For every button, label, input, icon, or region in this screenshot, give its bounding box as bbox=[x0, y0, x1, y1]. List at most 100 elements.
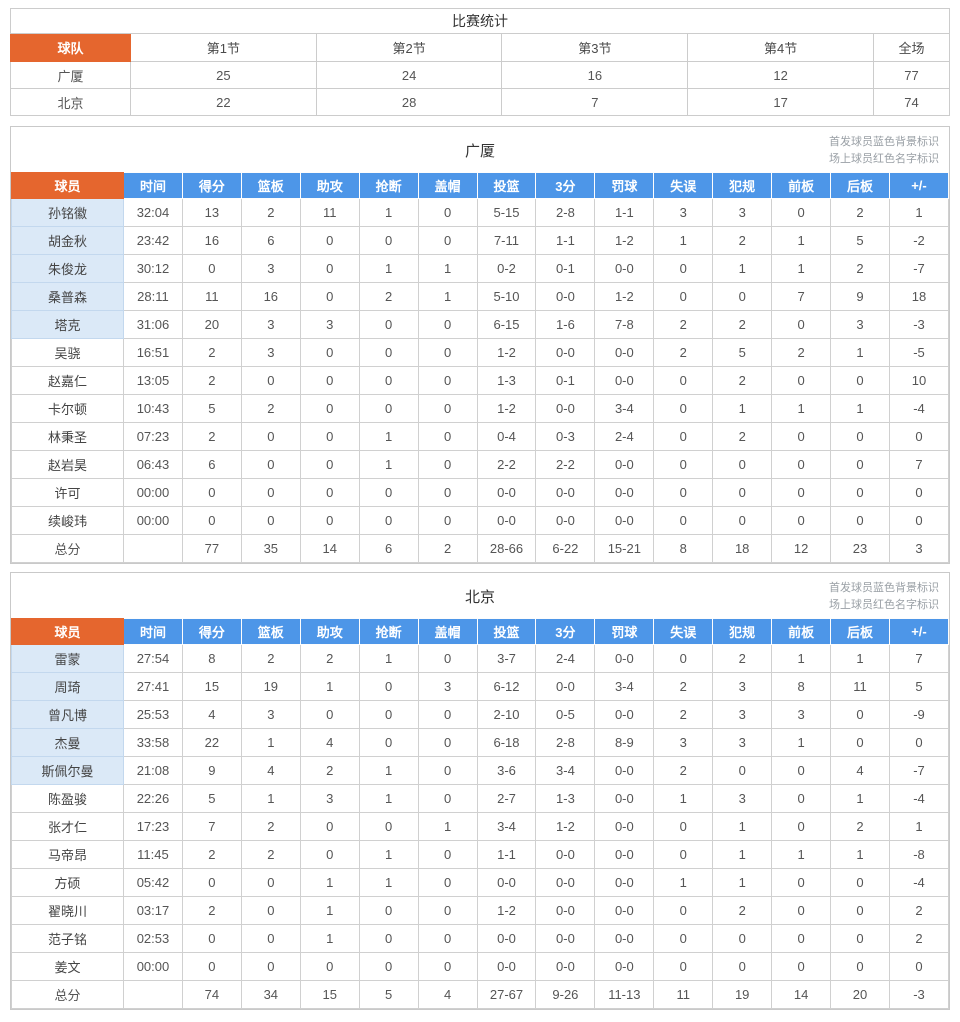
stat-cell: 23:42 bbox=[123, 226, 183, 255]
stat-cell: 0-3 bbox=[535, 422, 596, 451]
stat-cell: 0 bbox=[299, 226, 360, 255]
quarter-score: 28 bbox=[315, 88, 503, 116]
stat-cell: 0 bbox=[417, 450, 478, 479]
stat-cell: 1 bbox=[830, 840, 890, 869]
total-stat-cell: 8 bbox=[653, 534, 714, 563]
legend-note: 首发球员蓝色背景标识 场上球员红色名字标识 bbox=[829, 134, 939, 168]
team-title-beijing: 北京 bbox=[464, 589, 495, 606]
stat-cell: 1 bbox=[771, 226, 832, 255]
stat-cell: 0 bbox=[240, 952, 301, 981]
total-stat-cell: 18 bbox=[712, 534, 773, 563]
stat-cell: 0 bbox=[888, 422, 950, 451]
stat-cell: 0 bbox=[771, 450, 832, 479]
stat-cell: 1 bbox=[830, 394, 890, 423]
stat-cell: 33:58 bbox=[123, 728, 183, 757]
stat-cell: 00:00 bbox=[123, 506, 183, 535]
player-name: 桑普森 bbox=[11, 282, 124, 311]
stat-cell: 0 bbox=[417, 366, 478, 395]
stat-cell: 0 bbox=[771, 896, 832, 925]
stat-cell: 1 bbox=[417, 254, 478, 283]
stat-cell: 6 bbox=[181, 450, 242, 479]
stat-cell: 2 bbox=[888, 924, 950, 953]
player-name: 赵嘉仁 bbox=[11, 366, 124, 395]
stat-cell: 1 bbox=[299, 924, 360, 953]
stat-cell: 1 bbox=[417, 812, 478, 841]
stat-cell: 2 bbox=[653, 672, 714, 701]
stat-cell: 5 bbox=[712, 338, 773, 367]
player-name: 塔克 bbox=[11, 310, 124, 339]
stat-cell: 0-4 bbox=[476, 422, 537, 451]
stat-cell: 0 bbox=[358, 338, 419, 367]
stat-cell: 0-0 bbox=[476, 952, 537, 981]
stat-cell: 1 bbox=[417, 282, 478, 311]
total-stat-cell bbox=[123, 980, 183, 1009]
stat-cell: 3 bbox=[299, 784, 360, 813]
total-stat-cell: 14 bbox=[771, 980, 832, 1009]
player-row: 桑普森 28:11 11 16 0 2 1 5-10 0-0 1-2 0 0 7 9 18 bbox=[11, 282, 950, 311]
stat-cell: 2 bbox=[240, 198, 301, 227]
stat-cell: 0 bbox=[771, 756, 832, 785]
stat-cell: 0 bbox=[299, 366, 360, 395]
stat-cell: 3-4 bbox=[594, 672, 655, 701]
score-column-header: 第2节 bbox=[315, 33, 503, 62]
stat-cell: 5 bbox=[181, 394, 242, 423]
stat-cell: -4 bbox=[888, 394, 950, 423]
stat-cell: 0 bbox=[653, 924, 714, 953]
stat-cell: 0 bbox=[653, 896, 714, 925]
stat-cell: 0 bbox=[653, 282, 714, 311]
total-stat-cell: 12 bbox=[771, 534, 832, 563]
stat-cell: 1-2 bbox=[476, 896, 537, 925]
player-name: 陈盈骏 bbox=[11, 784, 124, 813]
stat-cell: 15 bbox=[181, 672, 242, 701]
stat-cell: 0 bbox=[358, 310, 419, 339]
stats-body-guangsha: 孙铭徽 32:04 13 2 11 1 0 5-15 2-8 1-1 3 3 0 2 1 胡金秋 23:42 16… bbox=[11, 198, 950, 563]
total-stat-cell: 77 bbox=[181, 534, 242, 563]
stat-cell: 1 bbox=[299, 672, 360, 701]
stat-cell: 2-8 bbox=[535, 728, 596, 757]
stat-cell: 1 bbox=[358, 198, 419, 227]
stat-cell: 7 bbox=[888, 450, 950, 479]
stat-column-header: 犯规 bbox=[712, 172, 773, 199]
stat-cell: -9 bbox=[888, 700, 950, 729]
stat-cell: 0-0 bbox=[535, 282, 596, 311]
stat-column-header: 篮板 bbox=[240, 172, 301, 199]
stat-cell: 0 bbox=[299, 700, 360, 729]
stat-cell: 3 bbox=[653, 198, 714, 227]
stat-cell: 0 bbox=[299, 478, 360, 507]
stat-cell: 0 bbox=[358, 366, 419, 395]
stat-cell: 0 bbox=[358, 672, 419, 701]
stat-cell: 1 bbox=[653, 868, 714, 897]
stat-cell: 0 bbox=[240, 422, 301, 451]
stat-cell: 3-4 bbox=[535, 756, 596, 785]
player-row: 孙铭徽 32:04 13 2 11 1 0 5-15 2-8 1-1 3 3 0 2 1 bbox=[11, 198, 950, 227]
stat-cell: 0 bbox=[888, 952, 950, 981]
stat-cell: 0 bbox=[830, 450, 890, 479]
stat-cell: 0 bbox=[181, 478, 242, 507]
player-name: 杰曼 bbox=[11, 728, 124, 757]
stat-column-header: 罚球 bbox=[594, 172, 655, 199]
stat-cell: -3 bbox=[888, 310, 950, 339]
stat-cell: 2 bbox=[299, 644, 360, 673]
stat-cell: 0 bbox=[653, 450, 714, 479]
stat-cell: 1 bbox=[712, 840, 773, 869]
stat-cell: 0 bbox=[888, 506, 950, 535]
stat-cell: 1 bbox=[712, 254, 773, 283]
score-header-row: 球队 第1节 第2节 第3节 第4节 全场 bbox=[10, 33, 951, 62]
stat-cell: 0-0 bbox=[594, 896, 655, 925]
stat-cell: 3-6 bbox=[476, 756, 537, 785]
stat-cell: 22:26 bbox=[123, 784, 183, 813]
team-panel-guangsha: 首发球员蓝色背景标识 场上球员红色名字标识 广厦 球员 时间 得分 篮板 助攻 抢断 盖帽投… bbox=[10, 126, 950, 564]
stat-cell: 1 bbox=[653, 784, 714, 813]
stat-cell: 25:53 bbox=[123, 700, 183, 729]
stat-cell: 3 bbox=[653, 728, 714, 757]
stat-column-header: 抢断 bbox=[358, 172, 419, 199]
team-title-guangsha: 广厦 bbox=[464, 143, 495, 160]
stat-cell: 1 bbox=[888, 812, 950, 841]
stat-cell: 2-2 bbox=[535, 450, 596, 479]
stat-cell: 0-1 bbox=[535, 366, 596, 395]
player-row: 朱俊龙 30:12 0 3 0 1 1 0-2 0-1 0-0 0 1 1 2 -7 bbox=[11, 254, 950, 283]
team-name: 广厦 bbox=[10, 61, 131, 89]
stat-cell: 2 bbox=[181, 366, 242, 395]
stat-cell: 0 bbox=[830, 896, 890, 925]
stat-cell: 0 bbox=[417, 506, 478, 535]
